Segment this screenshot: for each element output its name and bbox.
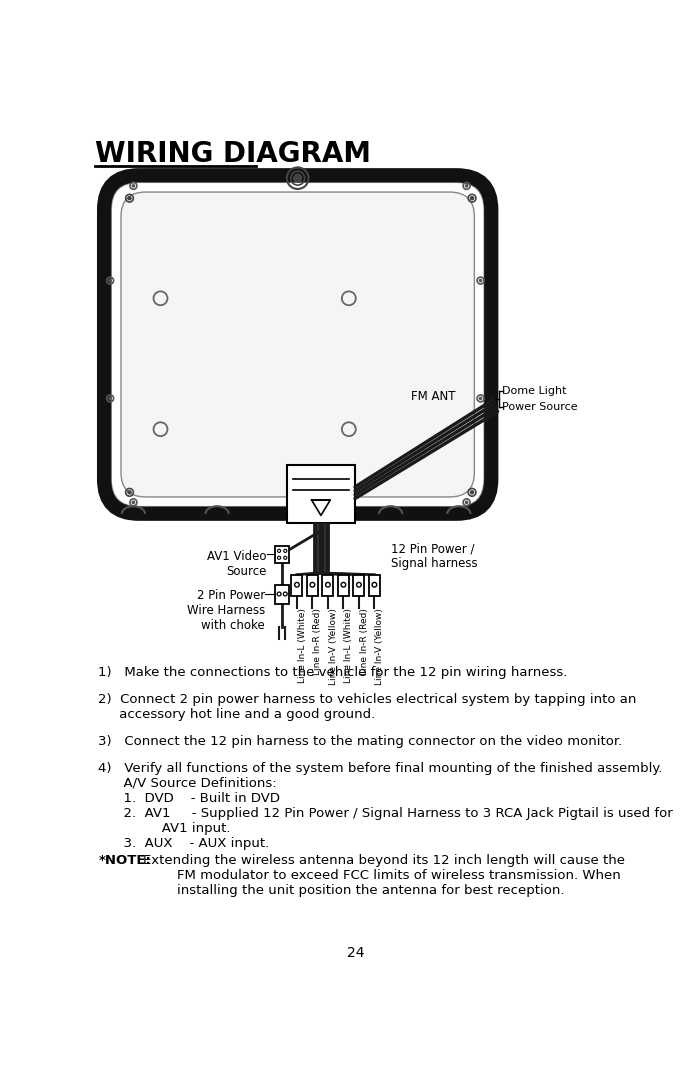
Text: Power Source: Power Source (502, 402, 578, 412)
Circle shape (109, 279, 111, 282)
Text: 2)  Connect 2 pin power harness to vehicles electrical system by tapping into an: 2) Connect 2 pin power harness to vehicl… (99, 692, 637, 721)
Circle shape (480, 279, 482, 282)
FancyBboxPatch shape (121, 192, 475, 497)
Text: 3)   Connect the 12 pin harness to the mating connector on the video monitor.: 3) Connect the 12 pin harness to the mat… (99, 735, 623, 748)
Text: Line In-R (Red): Line In-R (Red) (313, 608, 322, 675)
Circle shape (296, 176, 300, 180)
Text: Line In-L (White): Line In-L (White) (297, 608, 306, 683)
Text: Line In-V (Yellow): Line In-V (Yellow) (375, 608, 384, 685)
Circle shape (471, 491, 473, 493)
Text: Line In-R (Red): Line In-R (Red) (360, 608, 368, 675)
Bar (354, 575, 364, 597)
Circle shape (128, 491, 131, 493)
Text: *NOTE:: *NOTE: (99, 854, 152, 867)
Text: Extending the wireless antenna beyond its 12 inch length will cause the
        : Extending the wireless antenna beyond it… (142, 854, 625, 897)
Text: 24: 24 (347, 946, 365, 960)
Bar (307, 575, 318, 597)
Text: 2 Pin Power
Wire Harness
with choke: 2 Pin Power Wire Harness with choke (187, 588, 265, 632)
Text: WIRING DIAGRAM: WIRING DIAGRAM (95, 140, 370, 167)
Text: Line In-L (White): Line In-L (White) (344, 608, 353, 683)
Bar (369, 575, 380, 597)
Bar (338, 575, 349, 597)
Bar (291, 575, 302, 597)
Text: 12 Pin Power /
Signal harness: 12 Pin Power / Signal harness (391, 542, 477, 571)
Bar (322, 575, 334, 597)
Circle shape (471, 197, 473, 200)
Circle shape (297, 501, 299, 503)
Text: 4)   Verify all functions of the system before final mounting of the finished as: 4) Verify all functions of the system be… (99, 762, 673, 850)
Circle shape (132, 185, 135, 187)
Circle shape (466, 501, 468, 503)
Bar (287, 465, 355, 523)
Text: FM ANT: FM ANT (411, 390, 456, 403)
Text: 1)   Make the connections to the vehicle for the 12 pin wiring harness.: 1) Make the connections to the vehicle f… (99, 665, 568, 678)
Circle shape (480, 397, 482, 400)
Circle shape (132, 501, 135, 503)
Text: Line In-V (Yellow): Line In-V (Yellow) (329, 608, 338, 685)
Bar (275, 585, 289, 604)
Circle shape (109, 397, 111, 400)
Bar (275, 547, 289, 563)
Circle shape (128, 197, 131, 200)
Text: Dome Light: Dome Light (502, 387, 567, 397)
Text: AV1 Video
Source: AV1 Video Source (207, 550, 267, 578)
Circle shape (466, 185, 468, 187)
Circle shape (297, 177, 299, 179)
